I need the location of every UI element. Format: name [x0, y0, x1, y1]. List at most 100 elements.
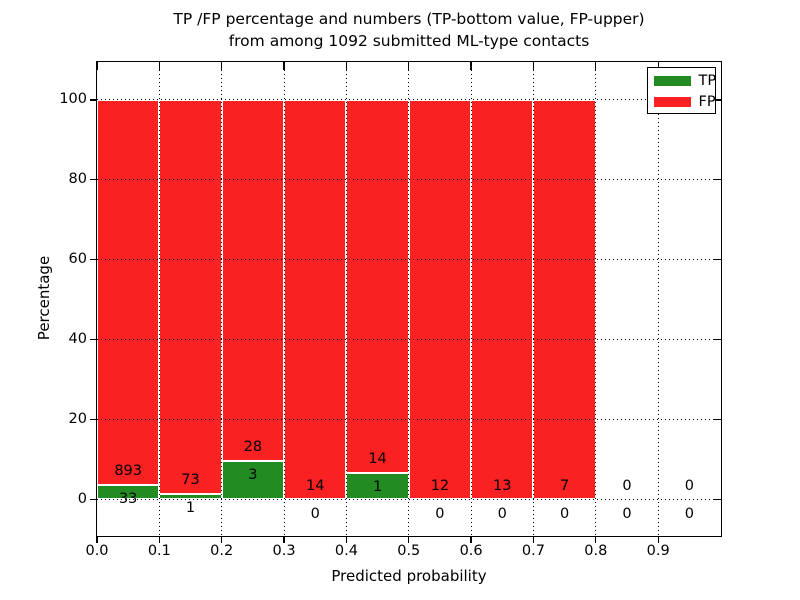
x-tick-mark — [532, 537, 535, 543]
bar-fp-segment — [284, 99, 347, 500]
x-tick-label: 0.0 — [85, 542, 109, 559]
x-tick-mark — [283, 537, 285, 543]
fp-count-label: 14 — [305, 477, 325, 494]
fp-count-label: 73 — [181, 472, 200, 489]
bar-fp-segment — [221, 99, 285, 461]
x-tick-mark — [221, 537, 223, 543]
tp-count-label: 0 — [622, 505, 632, 522]
x-tick-mark — [408, 537, 410, 543]
x-tick-label: 0.6 — [459, 542, 483, 559]
bar-fp-segment — [471, 99, 534, 500]
x-tick-mark-top — [532, 62, 535, 70]
y-tick-mark-right — [712, 418, 721, 420]
x-tick-label: 0.5 — [397, 542, 421, 559]
x-tick-label: 0.4 — [334, 542, 358, 559]
gridline-vertical — [657, 62, 659, 536]
tp-count-label: 0 — [310, 505, 320, 522]
x-tick-mark-top — [657, 62, 659, 70]
bar-fp-segment — [97, 99, 160, 485]
y-tick-mark-right — [712, 258, 721, 261]
y-tick-mark — [89, 258, 96, 261]
gridline-vertical — [470, 62, 472, 536]
legend-swatch-tp — [653, 75, 691, 87]
tp-count-label: 0 — [560, 505, 570, 522]
fp-count-label: 14 — [368, 451, 387, 468]
x-tick-label: 0.1 — [147, 542, 171, 559]
gridline-vertical — [158, 62, 160, 536]
gridline-vertical — [345, 62, 347, 536]
y-tick-label: 80 — [68, 171, 87, 188]
fp-count-label: 12 — [430, 477, 450, 494]
gridline-vertical — [408, 62, 410, 536]
fp-count-label: 893 — [114, 463, 143, 480]
y-tick-mark — [89, 99, 96, 101]
legend-label-tp: TP — [698, 72, 717, 89]
plot-area: 0.0 0.1 0.2 0.3 0.4 0.5 0.6 0.7 0.8 0.9 0 20 40 60 80 1… — [59, 60, 722, 559]
tp-count-label: 0 — [435, 505, 445, 522]
fp-count-label: 7 — [560, 477, 570, 494]
tp-count-label: 0 — [497, 505, 507, 522]
tp-count-label: 1 — [372, 479, 383, 496]
x-tick-mark — [595, 537, 597, 543]
x-tick-mark-top — [158, 62, 160, 70]
y-tick-label: 60 — [68, 251, 87, 268]
x-tick-label: 0.3 — [272, 542, 296, 559]
legend-item-fp: FP — [648, 92, 716, 113]
fp-count-label: 13 — [493, 477, 512, 494]
x-tick-label: 0.8 — [584, 542, 608, 559]
x-tick-mark-top — [470, 62, 472, 70]
gridline-vertical — [283, 62, 285, 536]
x-tick-label: 0.7 — [521, 542, 545, 559]
bar-tp-segment — [97, 484, 160, 500]
chart-title-line1: TP /FP percentage and numbers (TP-bottom… — [173, 10, 645, 28]
y-axis-label: Percentage — [35, 255, 53, 341]
fp-count-label: 0 — [684, 477, 694, 494]
y-tick-mark-right — [712, 179, 721, 181]
gridline-vertical — [221, 62, 223, 536]
x-tick-mark — [470, 537, 472, 543]
x-tick-mark-top — [595, 62, 597, 70]
fp-count-label: 28 — [243, 439, 263, 456]
y-tick-label: 100 — [59, 91, 87, 108]
tp-count-label: 33 — [118, 491, 138, 508]
x-tick-mark — [158, 537, 160, 543]
x-tick-mark — [345, 537, 348, 543]
y-tick-mark-right — [712, 498, 721, 500]
x-tick-mark-top — [345, 62, 348, 70]
x-tick-mark-top — [408, 62, 410, 70]
y-tick-label: 40 — [68, 330, 87, 347]
y-tick-mark — [89, 498, 96, 500]
legend-swatch-fp — [653, 96, 691, 108]
x-tick-label: 0.2 — [210, 542, 234, 559]
y-tick-mark — [89, 418, 96, 420]
bar-fp-segment — [533, 99, 596, 500]
y-tick-mark-right — [712, 338, 721, 341]
y-tick-mark-right — [712, 99, 721, 101]
x-axis-label: Predicted probability — [331, 567, 487, 585]
bar-fp-segment — [159, 99, 222, 494]
legend-label-fp: FP — [698, 93, 716, 110]
x-tick-mark-top — [283, 62, 285, 70]
y-tick-mark — [89, 179, 96, 181]
x-tick-mark — [96, 537, 98, 543]
gridline-vertical — [532, 62, 534, 536]
tp-count-label: 0 — [684, 505, 694, 522]
y-tick-label: 0 — [77, 490, 87, 507]
fp-count-label: 0 — [622, 477, 632, 494]
y-tick-label: 20 — [68, 410, 87, 427]
x-tick-mark — [657, 537, 659, 543]
bar-fp-segment — [408, 99, 472, 500]
bar-tp-segment — [159, 493, 222, 500]
x-tick-label: 0.9 — [646, 542, 670, 559]
legend-item-tp: TP — [648, 71, 717, 92]
chart-title: TP /FP percentage and numbers (TP-bottom… — [173, 8, 644, 52]
gridline-vertical — [595, 62, 597, 536]
tp-count-label: 1 — [185, 500, 196, 517]
chart-title-line2: from among 1092 submitted ML-type contac… — [228, 32, 590, 50]
bar-fp-segment — [346, 99, 409, 473]
x-tick-mark-top — [96, 62, 98, 70]
tp-count-label: 3 — [248, 467, 258, 484]
legend: TP FP — [646, 66, 717, 114]
y-tick-mark — [89, 338, 96, 341]
